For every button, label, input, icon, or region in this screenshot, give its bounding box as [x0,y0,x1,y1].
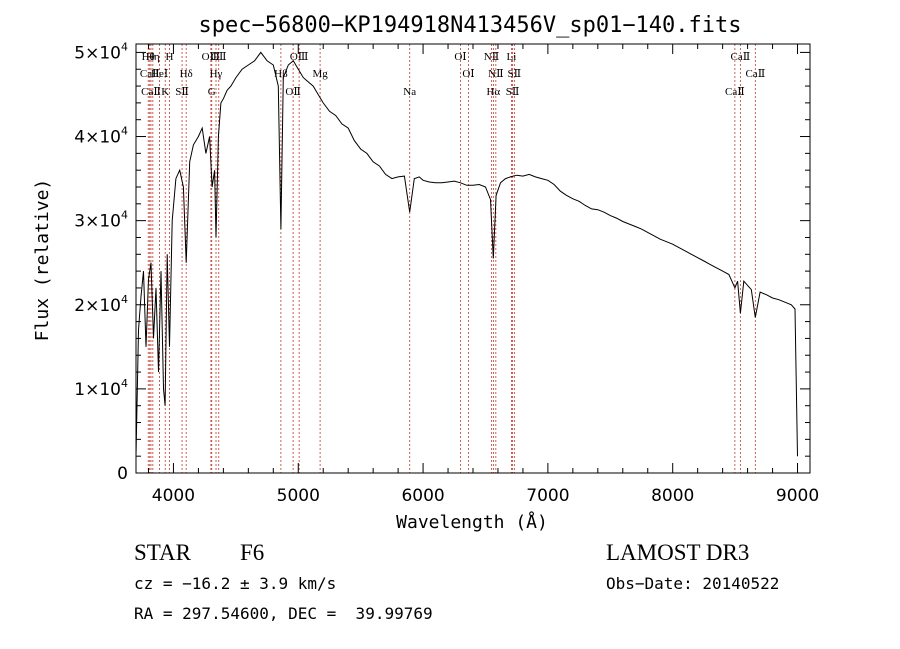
y-tick-exponent: 4 [121,40,128,53]
survey-label: LAMOST DR3 [606,540,749,565]
line-label: CaⅡ [725,86,745,98]
line-label: Li [507,51,517,63]
line-label: NⅡ [488,68,503,80]
observation-date: Obs−Date: 20140522 [606,574,779,593]
line-label: OⅢ [290,51,309,63]
line-label: Na [403,86,416,98]
line-label: G [208,86,216,98]
x-axis: 4000 5000 6000 7000 8000 9000 [147,44,819,506]
x-tick-label: 6000 [401,486,444,506]
x-tick-label: 7000 [526,486,569,506]
plot-frame [135,43,811,474]
y-tick-label: 4×104 [74,125,128,148]
object-class: STAR [134,540,192,565]
line-label: Mg [312,68,328,80]
sky-coordinates: RA = 297.54600, DEC = 39.99769 [134,604,433,623]
line-label: Hγ [210,68,223,80]
line-markers [147,44,756,473]
object-subclass: F6 [240,540,264,565]
y-tick-label: 2×104 [74,293,128,316]
chart-title: spec−56800−KP194918N413456V_sp01−140.fit… [198,13,741,38]
line-label: OⅠ [454,51,466,63]
redshift-cz: cz = −16.2 ± 3.9 km/s [134,574,336,593]
x-tick-label: 5000 [277,486,320,506]
line-label: SⅡ [506,86,520,98]
line-label: Hη [146,51,160,63]
line-labels: HθCaⅡCaⅡHηHeⅠKHHδSⅡOⅢHγGOⅡHβOⅡOⅢMgNaOⅠOⅠ… [140,51,765,98]
line-label: CaⅡ [745,68,765,80]
x-tick-label: 4000 [152,486,195,506]
line-label: Hθ [142,51,155,63]
line-label: NⅡ [484,51,499,63]
line-label: SⅡ [175,86,189,98]
y-tick-exponent: 4 [121,209,128,222]
line-label: CaⅡ [731,51,751,63]
line-label: Hδ [180,68,193,80]
y-tick-exponent: 4 [121,293,128,306]
x-tick-label: 8000 [651,486,694,506]
line-label: OⅢ [202,51,221,63]
y-tick-exponent: 4 [121,125,128,138]
line-label: OⅡ [211,51,226,63]
y-tick-label: 1×104 [74,377,128,400]
line-label: OⅠ [462,68,474,80]
line-label: Hα [486,86,500,98]
line-label: CaⅡ [140,68,160,80]
line-label: H [165,51,173,63]
x-axis-label: Wavelength (Å) [396,511,548,533]
x-tick-label: 9000 [776,486,819,506]
line-label: CaⅡ [141,86,161,98]
y-tick-label: 0 [117,464,128,484]
line-label: K [161,86,169,98]
y-axis-label: Flux (relative) [32,179,53,342]
y-tick-label: 5×104 [74,40,128,63]
y-axis: 0 1×104 2×104 3×104 4×104 5×104 [74,40,810,484]
line-label: HeⅠ [151,68,168,80]
y-tick-exponent: 4 [121,377,128,390]
line-label: SⅡ [508,68,522,80]
y-tick-label: 3×104 [74,209,128,232]
line-label: Hβ [274,68,288,80]
line-label: OⅡ [285,86,300,98]
spectrum-line [135,51,798,457]
